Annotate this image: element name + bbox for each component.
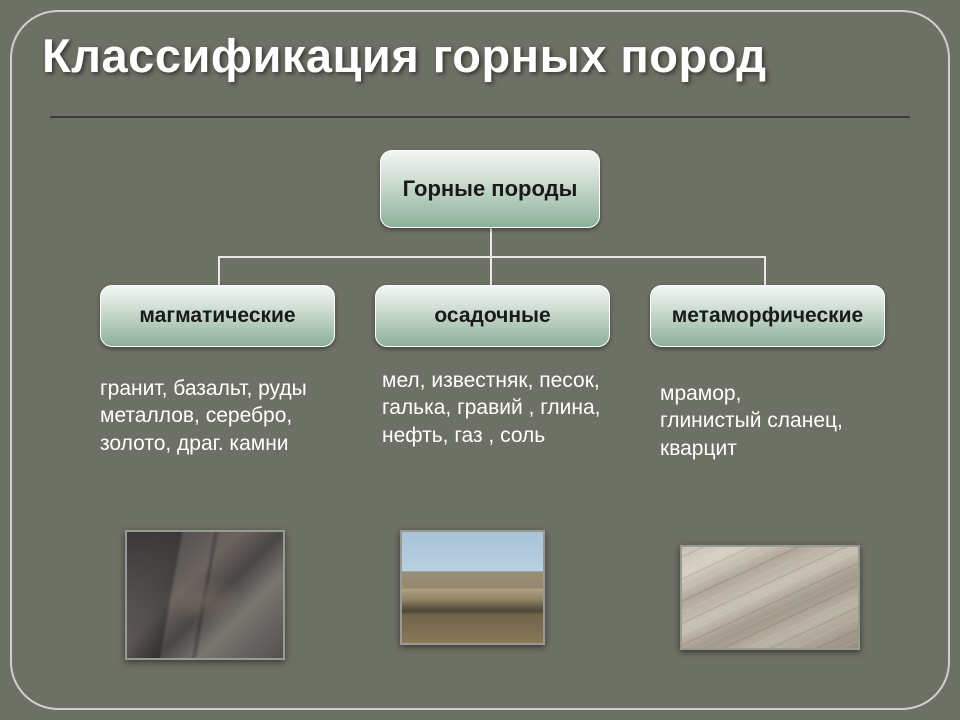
connector-line [218,256,766,258]
connector-line [764,256,766,285]
child-label: осадочные [434,304,550,328]
rock-image-sedimentary [400,530,545,645]
root-label: Горные породы [403,176,578,202]
desc-sedimentary: мел, известняк, песок, галька, гравий , … [382,367,602,449]
connector-line [218,256,220,285]
child-label: метаморфические [672,304,863,328]
child-node-sedimentary: осадочные [375,285,610,347]
child-node-metamorphic: метаморфические [650,285,885,347]
child-label: магматические [139,304,295,328]
desc-metamorphic: мрамор, глинистый сланец, кварцит [660,380,900,462]
rock-image-metamorphic [680,545,860,650]
child-node-igneous: магматические [100,285,335,347]
connector-line [490,228,492,256]
desc-igneous: гранит, базальт, руды металлов, серебро,… [100,375,360,457]
connector-line [490,256,492,285]
page-title: Классификация горных пород [42,28,767,83]
rock-image-igneous [125,530,285,660]
root-node: Горные породы [380,150,600,228]
title-divider [50,116,910,118]
